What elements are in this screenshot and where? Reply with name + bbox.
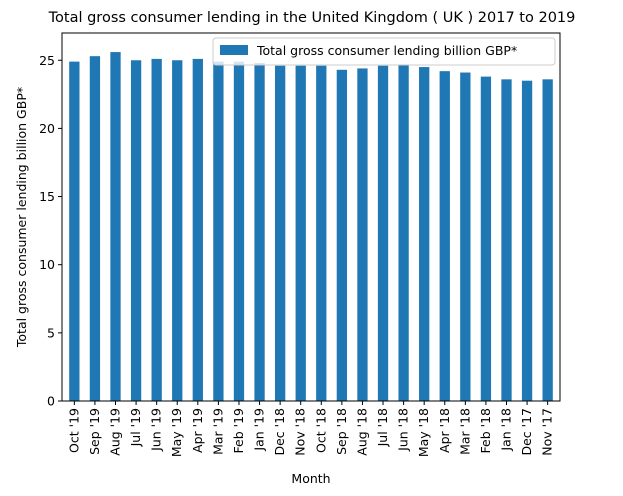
chart-title: Total gross consumer lending in the Unit… <box>48 10 576 26</box>
bar <box>274 65 286 402</box>
x-tick-label: May '18 <box>416 408 431 457</box>
x-tick-label: Nov '18 <box>293 408 308 456</box>
bar <box>295 65 306 402</box>
bars-group <box>69 52 553 402</box>
bar <box>419 67 430 401</box>
x-tick-label: Oct '18 <box>313 408 328 453</box>
x-tick-label: Aug '19 <box>108 408 123 456</box>
y-tick-label: 10 <box>39 257 55 272</box>
x-tick-label: Aug '18 <box>354 408 369 456</box>
bar <box>542 79 553 401</box>
x-tick-label: Sep '19 <box>87 408 102 455</box>
x-tick-label: Mar '18 <box>457 408 472 455</box>
x-tick-label: May '19 <box>169 408 184 457</box>
legend-swatch <box>220 45 248 55</box>
x-tick-label: Jan '18 <box>499 408 514 452</box>
y-axis: 0 5 10 15 20 25 <box>39 53 62 409</box>
y-tick-label: 0 <box>47 394 55 409</box>
x-tick-label: Feb '19 <box>231 408 246 453</box>
legend: Total gross consumer lending billion GBP… <box>212 37 556 66</box>
plot-frame <box>61 32 561 402</box>
x-tick-label: Jan '19 <box>252 408 267 452</box>
y-axis-label: Total gross consumer lending billion GBP… <box>14 87 29 348</box>
x-tick-label: Jun '19 <box>149 408 164 452</box>
x-tick-label: Mar '19 <box>210 408 225 455</box>
x-tick-label: Apr '18 <box>437 408 452 453</box>
x-axis-label: Month <box>291 471 330 486</box>
bar <box>357 68 368 401</box>
y-tick-label: 5 <box>47 325 55 340</box>
x-tick-label: Nov '17 <box>540 408 555 456</box>
bar <box>336 69 348 402</box>
bar <box>89 56 101 402</box>
x-tick-label: Dec '17 <box>519 408 534 456</box>
bar <box>172 60 183 401</box>
bar <box>233 61 245 402</box>
bar <box>192 58 203 402</box>
x-tick-label: Jun '18 <box>396 408 411 452</box>
x-tick-label: Jul '18 <box>375 408 390 447</box>
x-axis: Oct '19 Sep '19 Aug '19 Jul '19 Jun '19 May '… <box>66 401 555 457</box>
bar <box>316 65 327 402</box>
bar <box>213 61 224 402</box>
x-tick-label: Sep '18 <box>334 408 349 455</box>
bar <box>501 79 512 401</box>
bar <box>460 72 471 401</box>
y-tick-label: 15 <box>39 189 55 204</box>
bar <box>480 76 492 402</box>
bar <box>254 62 265 402</box>
x-tick-label: Feb '18 <box>478 408 493 453</box>
bar <box>398 64 409 401</box>
legend-box <box>212 37 556 66</box>
bar <box>521 80 533 401</box>
bar <box>151 58 162 402</box>
y-tick-label: 25 <box>39 53 55 68</box>
bar <box>377 65 389 402</box>
bar <box>130 60 142 401</box>
bar <box>439 71 450 401</box>
bar <box>110 52 121 401</box>
y-tick-label: 20 <box>39 121 55 136</box>
legend-label: Total gross consumer lending billion GBP… <box>256 43 517 58</box>
x-tick-label: Oct '19 <box>66 408 81 453</box>
bar <box>69 61 80 402</box>
x-tick-label: Jul '19 <box>128 408 143 447</box>
x-tick-label: Apr '19 <box>190 408 205 453</box>
x-tick-label: Dec '18 <box>272 408 287 456</box>
